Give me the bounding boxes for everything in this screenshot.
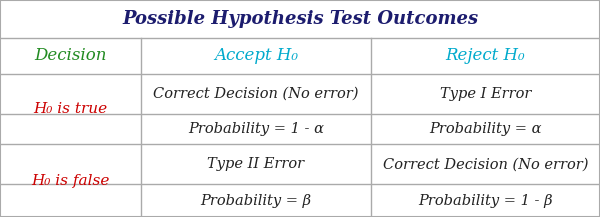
Text: H₀ is true: H₀ is true bbox=[34, 102, 107, 116]
Text: Probability = 1 - β: Probability = 1 - β bbox=[418, 194, 553, 208]
Text: H₀ is false: H₀ is false bbox=[31, 174, 110, 188]
Text: Possible Hypothesis Test Outcomes: Possible Hypothesis Test Outcomes bbox=[122, 10, 478, 28]
Text: Type I Error: Type I Error bbox=[440, 87, 531, 101]
Text: Type II Error: Type II Error bbox=[208, 157, 304, 171]
Text: Correct Decision (No error): Correct Decision (No error) bbox=[383, 157, 588, 171]
Text: Decision: Decision bbox=[34, 47, 107, 64]
Text: Probability = β: Probability = β bbox=[200, 194, 311, 208]
Text: Reject H₀: Reject H₀ bbox=[446, 47, 525, 64]
Text: Probability = 1 - α: Probability = 1 - α bbox=[188, 122, 324, 136]
Text: Probability = α: Probability = α bbox=[429, 122, 542, 136]
Text: Accept H₀: Accept H₀ bbox=[214, 47, 298, 64]
Text: Correct Decision (No error): Correct Decision (No error) bbox=[153, 87, 359, 101]
